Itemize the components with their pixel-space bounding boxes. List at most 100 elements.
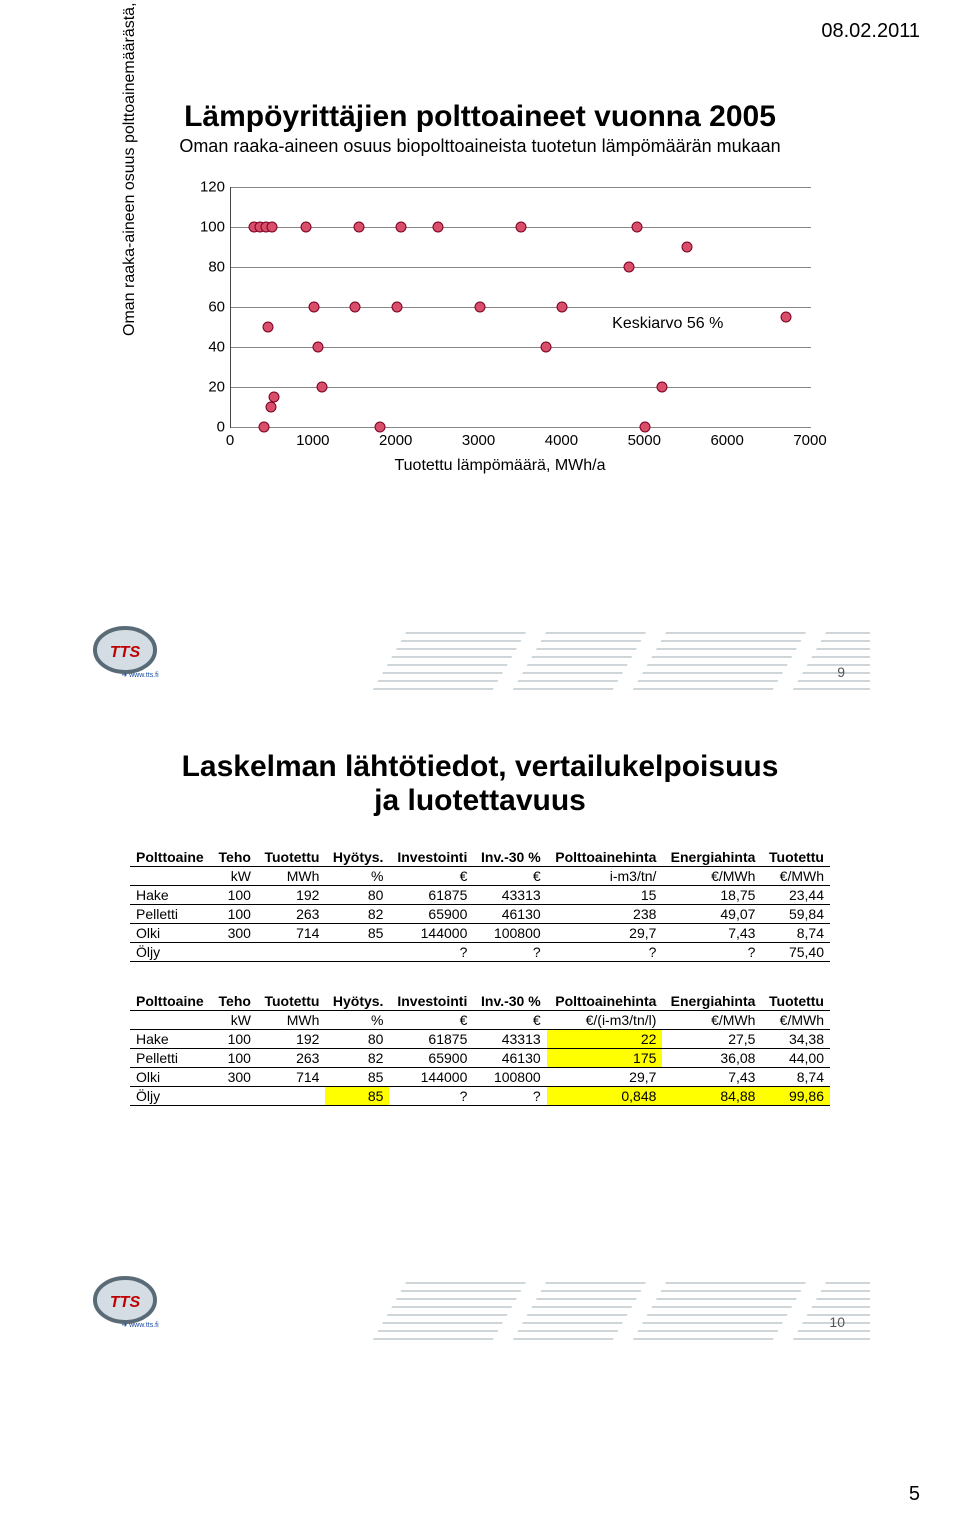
data-cell: 65900 bbox=[389, 1049, 473, 1068]
data-cell: 44,00 bbox=[761, 1049, 830, 1068]
x-tick-label: 2000 bbox=[379, 432, 412, 449]
decorative-bars bbox=[90, 630, 870, 690]
data-cell: 100 bbox=[212, 1049, 257, 1068]
data-cell: Olki bbox=[130, 1068, 212, 1087]
table-row: Öljy????75,40 bbox=[130, 943, 830, 962]
y-tick-label: 20 bbox=[195, 379, 225, 396]
x-tick-label: 4000 bbox=[545, 432, 578, 449]
column-header: Tuotettu bbox=[761, 992, 830, 1011]
data-point bbox=[557, 302, 568, 313]
unit-cell: €/MWh bbox=[761, 1011, 830, 1030]
unit-cell: €/MWh bbox=[662, 1011, 761, 1030]
data-point bbox=[540, 342, 551, 353]
data-cell: 7,43 bbox=[662, 1068, 761, 1087]
tables-title: Laskelman lähtötiedot, vertailukelpoisuu… bbox=[180, 750, 780, 818]
unit-cell: kW bbox=[212, 867, 257, 886]
unit-cell: kW bbox=[212, 1011, 257, 1030]
data-point bbox=[354, 222, 365, 233]
data-cell bbox=[257, 943, 326, 962]
data-point bbox=[395, 222, 406, 233]
column-header: Teho bbox=[212, 848, 257, 867]
data-point bbox=[474, 302, 485, 313]
unit-cell: % bbox=[325, 867, 389, 886]
data-cell: 61875 bbox=[389, 1030, 473, 1049]
unit-cell: € bbox=[473, 867, 546, 886]
data-cell: 85 bbox=[325, 1087, 389, 1106]
data-cell: ? bbox=[473, 943, 546, 962]
page-footer-number: 5 bbox=[909, 1483, 920, 1506]
data-point bbox=[265, 402, 276, 413]
column-header: Energiahinta bbox=[662, 992, 761, 1011]
unit-cell: i-m3/tn/ bbox=[547, 867, 663, 886]
unit-cell: € bbox=[389, 1011, 473, 1030]
data-point bbox=[263, 322, 274, 333]
data-cell: 29,7 bbox=[547, 924, 663, 943]
data-cell bbox=[257, 1087, 326, 1106]
x-tick-label: 6000 bbox=[710, 432, 743, 449]
data-cell: 36,08 bbox=[662, 1049, 761, 1068]
data-cell: Hake bbox=[130, 1030, 212, 1049]
data-cell bbox=[212, 1087, 257, 1106]
table-row: Hake1001928061875433131518,7523,44 bbox=[130, 886, 830, 905]
data-point bbox=[433, 222, 444, 233]
data-point bbox=[375, 422, 386, 433]
data-point bbox=[313, 342, 324, 353]
data-cell: 43313 bbox=[473, 886, 546, 905]
data-cell: ? bbox=[473, 1087, 546, 1106]
column-header: Polttoaine bbox=[130, 848, 212, 867]
data-cell: 82 bbox=[325, 1049, 389, 1068]
data-cell: ? bbox=[662, 943, 761, 962]
data-cell: 49,07 bbox=[662, 905, 761, 924]
y-tick-label: 60 bbox=[195, 299, 225, 316]
column-header: Investointi bbox=[389, 992, 473, 1011]
data-cell: 144000 bbox=[389, 924, 473, 943]
data-cell: 18,75 bbox=[662, 886, 761, 905]
date-header: 08.02.2011 bbox=[821, 20, 920, 43]
data-cell: 300 bbox=[212, 924, 257, 943]
data-point bbox=[681, 242, 692, 253]
x-tick-label: 1000 bbox=[296, 432, 329, 449]
unit-cell: €/MWh bbox=[662, 867, 761, 886]
gridline bbox=[231, 267, 811, 268]
data-point bbox=[269, 392, 280, 403]
data-point bbox=[632, 222, 643, 233]
data-cell: Pelletti bbox=[130, 905, 212, 924]
data-cell: 144000 bbox=[389, 1068, 473, 1087]
data-cell: 85 bbox=[325, 924, 389, 943]
gridline bbox=[231, 427, 811, 428]
data-point bbox=[259, 422, 270, 433]
data-cell: ? bbox=[547, 943, 663, 962]
chart-area: Oman raaka-aineen osuus polttoainemääräs… bbox=[140, 177, 860, 487]
x-tick-label: 7000 bbox=[793, 432, 826, 449]
data-cell bbox=[212, 943, 257, 962]
slide-tables: Laskelman lähtötiedot, vertailukelpoisuu… bbox=[100, 740, 860, 1340]
data-cell: 82 bbox=[325, 905, 389, 924]
data-point bbox=[656, 382, 667, 393]
unit-cell: €/MWh bbox=[761, 867, 830, 886]
data-cell: 43313 bbox=[473, 1030, 546, 1049]
unit-cell: €/(i-m3/tn/l) bbox=[547, 1011, 663, 1030]
comparison-table-2: PolttoaineTehoTuotettuHyötys.Investointi… bbox=[130, 992, 830, 1106]
column-header: Tuotettu bbox=[761, 848, 830, 867]
data-cell: 61875 bbox=[389, 886, 473, 905]
column-header: Energiahinta bbox=[662, 848, 761, 867]
data-cell: 8,74 bbox=[761, 1068, 830, 1087]
data-cell: 100 bbox=[212, 1030, 257, 1049]
unit-cell: € bbox=[389, 867, 473, 886]
data-point bbox=[300, 222, 311, 233]
column-header: Polttoaine bbox=[130, 992, 212, 1011]
data-cell: 8,74 bbox=[761, 924, 830, 943]
data-cell: 84,88 bbox=[662, 1087, 761, 1106]
column-header: Teho bbox=[212, 992, 257, 1011]
data-cell: 7,43 bbox=[662, 924, 761, 943]
svg-text:➜ www.tts.fi: ➜ www.tts.fi bbox=[121, 672, 159, 679]
data-cell: Hake bbox=[130, 886, 212, 905]
x-tick-label: 5000 bbox=[628, 432, 661, 449]
unit-cell: MWh bbox=[257, 1011, 326, 1030]
data-cell: Pelletti bbox=[130, 1049, 212, 1068]
column-header: Inv.-30 % bbox=[473, 992, 546, 1011]
data-cell: 22 bbox=[547, 1030, 663, 1049]
table-row: Olki3007148514400010080029,77,438,74 bbox=[130, 1068, 830, 1087]
data-point bbox=[308, 302, 319, 313]
column-header: Hyötys. bbox=[325, 848, 389, 867]
